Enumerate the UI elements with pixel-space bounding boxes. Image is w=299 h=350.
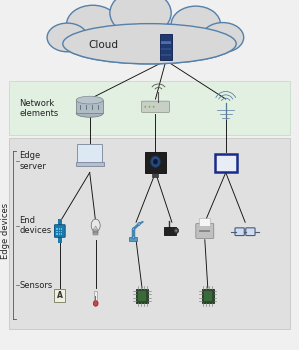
Circle shape	[153, 159, 158, 164]
Text: Cloud: Cloud	[88, 41, 118, 50]
FancyBboxPatch shape	[160, 34, 172, 60]
FancyBboxPatch shape	[93, 229, 98, 231]
FancyBboxPatch shape	[161, 41, 171, 44]
Ellipse shape	[63, 24, 236, 64]
FancyBboxPatch shape	[199, 230, 210, 232]
FancyBboxPatch shape	[77, 144, 102, 162]
FancyBboxPatch shape	[93, 231, 98, 233]
FancyBboxPatch shape	[164, 227, 176, 235]
FancyBboxPatch shape	[9, 80, 290, 135]
Circle shape	[138, 223, 140, 225]
Circle shape	[151, 156, 160, 167]
Circle shape	[144, 106, 146, 108]
Circle shape	[175, 230, 177, 232]
Text: Edge devices: Edge devices	[1, 203, 10, 259]
Text: Network
elements: Network elements	[19, 99, 59, 118]
FancyBboxPatch shape	[246, 228, 255, 236]
Ellipse shape	[91, 219, 100, 232]
FancyBboxPatch shape	[61, 231, 62, 232]
FancyBboxPatch shape	[61, 233, 62, 235]
Circle shape	[149, 106, 150, 108]
FancyBboxPatch shape	[215, 154, 237, 172]
FancyBboxPatch shape	[202, 289, 214, 303]
FancyBboxPatch shape	[199, 218, 210, 226]
FancyBboxPatch shape	[204, 291, 212, 301]
FancyBboxPatch shape	[58, 219, 62, 225]
FancyBboxPatch shape	[56, 231, 58, 232]
Text: End
devices: End devices	[19, 216, 52, 236]
FancyBboxPatch shape	[9, 138, 290, 329]
FancyBboxPatch shape	[145, 152, 166, 173]
Ellipse shape	[47, 23, 87, 52]
FancyBboxPatch shape	[93, 232, 98, 234]
FancyBboxPatch shape	[94, 291, 97, 303]
Ellipse shape	[110, 0, 171, 36]
Ellipse shape	[63, 24, 236, 64]
FancyBboxPatch shape	[54, 289, 65, 302]
FancyBboxPatch shape	[235, 228, 244, 236]
FancyBboxPatch shape	[58, 237, 62, 243]
FancyBboxPatch shape	[95, 296, 96, 303]
FancyBboxPatch shape	[136, 289, 148, 303]
FancyBboxPatch shape	[152, 173, 158, 177]
Text: A: A	[57, 291, 63, 300]
Circle shape	[153, 106, 155, 108]
Text: Sensors: Sensors	[19, 281, 53, 290]
FancyBboxPatch shape	[56, 228, 58, 230]
FancyBboxPatch shape	[54, 225, 65, 237]
FancyBboxPatch shape	[141, 101, 170, 112]
FancyBboxPatch shape	[59, 228, 60, 230]
Ellipse shape	[76, 110, 103, 117]
Ellipse shape	[66, 5, 119, 44]
FancyBboxPatch shape	[76, 162, 104, 166]
FancyBboxPatch shape	[76, 100, 103, 113]
FancyBboxPatch shape	[59, 233, 60, 235]
Circle shape	[132, 228, 135, 231]
Ellipse shape	[76, 96, 103, 104]
FancyBboxPatch shape	[59, 231, 60, 232]
FancyBboxPatch shape	[129, 237, 137, 241]
FancyBboxPatch shape	[196, 224, 214, 238]
FancyBboxPatch shape	[138, 291, 146, 301]
FancyBboxPatch shape	[61, 228, 62, 230]
Circle shape	[93, 301, 98, 306]
Ellipse shape	[202, 22, 244, 52]
Circle shape	[132, 236, 135, 239]
Circle shape	[174, 228, 179, 233]
FancyBboxPatch shape	[56, 233, 58, 235]
Text: Edge
server: Edge server	[19, 151, 46, 171]
Ellipse shape	[171, 6, 220, 43]
